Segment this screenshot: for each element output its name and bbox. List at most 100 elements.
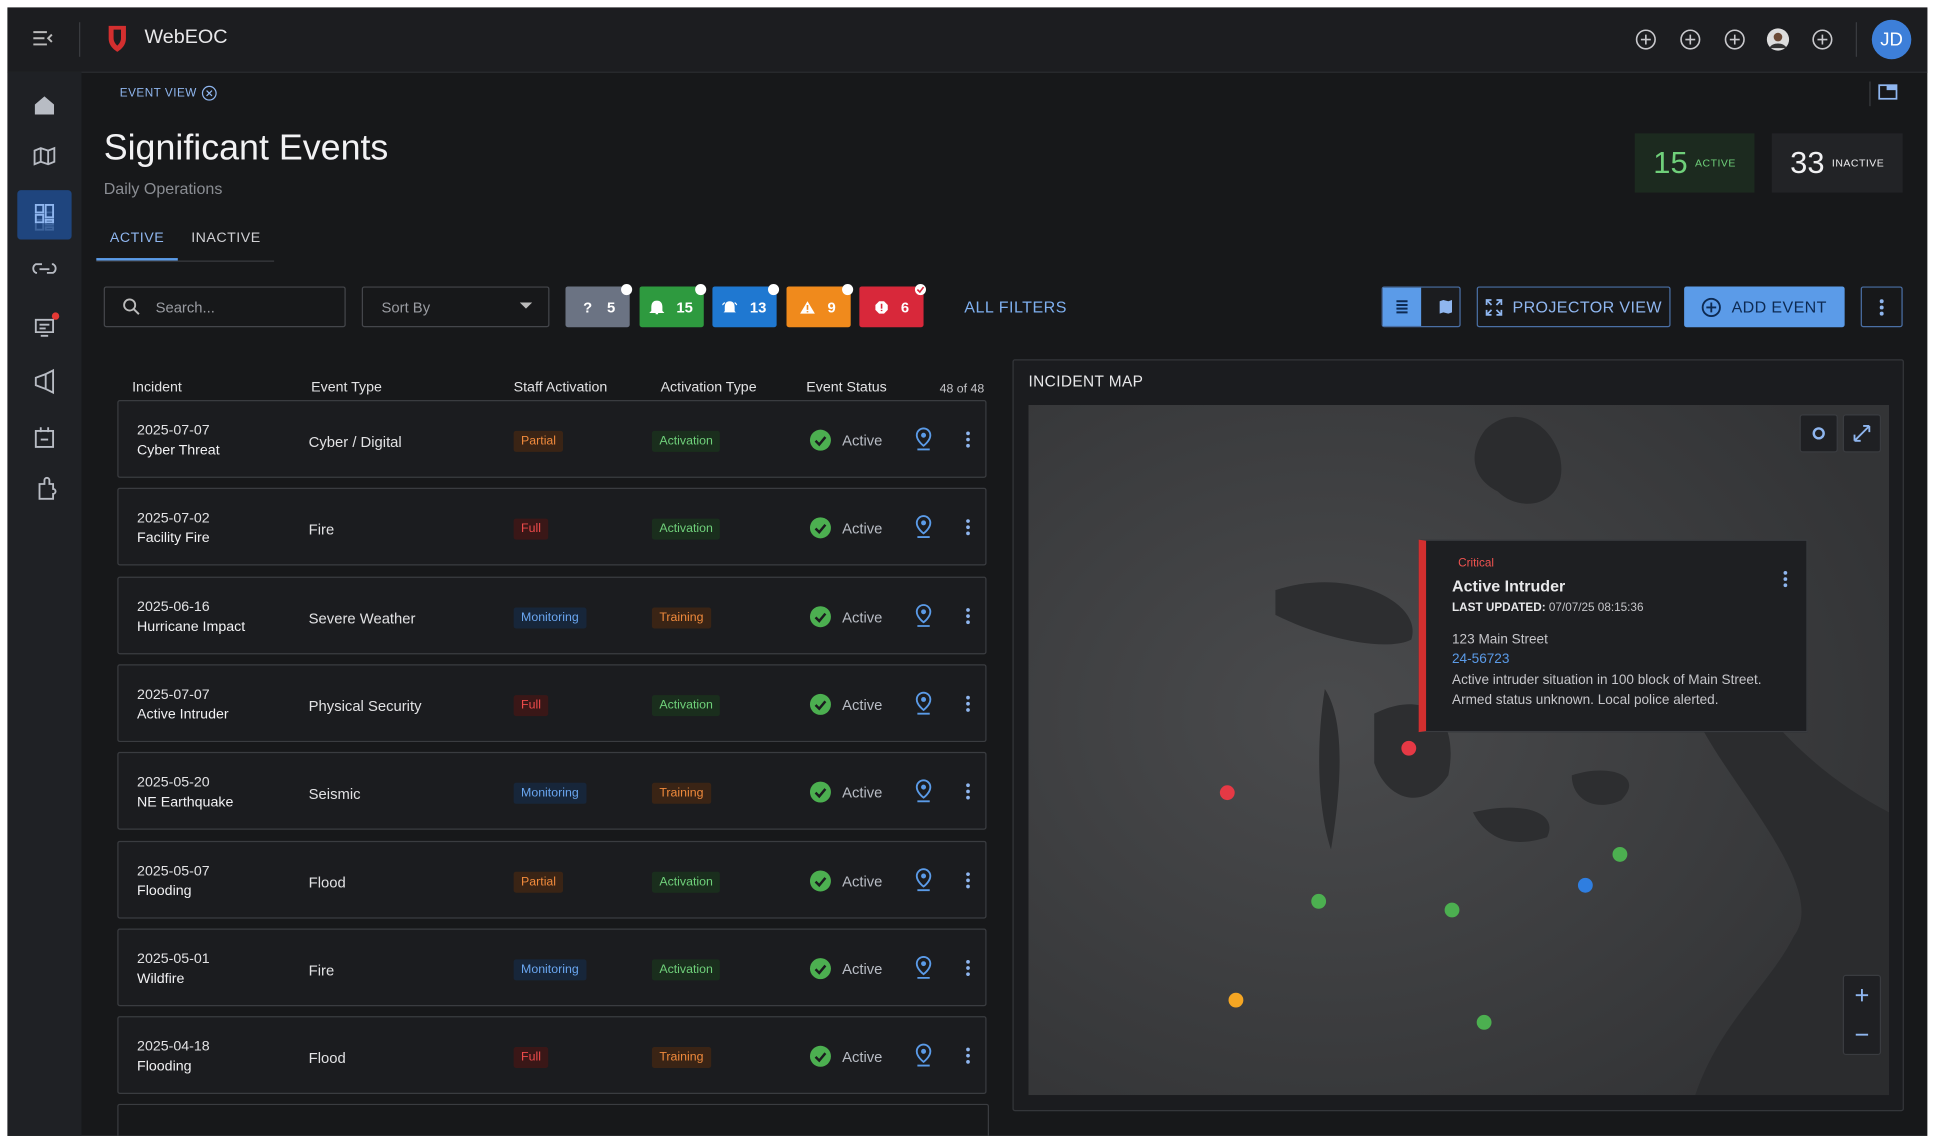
- filter-chip[interactable]: 6: [859, 283, 927, 328]
- event-row[interactable]: 2025-04-18 Flooding Flood Full Training Activ…: [117, 1016, 987, 1095]
- chip-dot: [841, 283, 853, 296]
- event-name: Cyber Threat: [137, 443, 220, 459]
- sidebar: [7, 71, 82, 1136]
- breadcrumb[interactable]: EVENT VIEW: [119, 86, 197, 101]
- row-menu[interactable]: [966, 959, 971, 976]
- event-date: 2025-04-18: [137, 1039, 210, 1055]
- filter-chip[interactable]: ? 5: [565, 283, 633, 328]
- map[interactable]: [1028, 404, 1890, 1096]
- locate-button[interactable]: [915, 1043, 932, 1068]
- row-menu[interactable]: [966, 871, 971, 888]
- tab[interactable]: INACTIVE: [191, 230, 261, 246]
- nav-icons[interactable]: [7, 72, 81, 516]
- popup-address: 123 Main Street: [1452, 632, 1548, 647]
- menu-icon[interactable]: [32, 30, 54, 47]
- event-row[interactable]: 2025-05-07 Flooding Flood Partial Activation…: [117, 840, 987, 918]
- chip-count: 9: [827, 298, 836, 316]
- close-icon[interactable]: [201, 85, 217, 101]
- status-icon: [809, 517, 831, 539]
- search-box[interactable]: [103, 286, 346, 328]
- sort-select[interactable]: [361, 286, 550, 328]
- sort-label: Sort By: [381, 298, 431, 317]
- subtitle: Daily Operations: [103, 179, 223, 198]
- row-menu[interactable]: [966, 431, 971, 448]
- locate-button[interactable]: [915, 779, 932, 804]
- filter-chip[interactable]: 13: [712, 283, 780, 328]
- column-header: Event Type: [311, 380, 382, 396]
- filter-chip[interactable]: 9: [785, 283, 853, 328]
- event-row[interactable]: 2025-05-01 Wildfire Fire Monitoring Activati…: [117, 928, 987, 1007]
- all-filters[interactable]: ALL FILTERS: [964, 297, 1067, 317]
- event-row[interactable]: 2025-05-20 NE Earthquake Seismic Monitoring…: [117, 752, 987, 830]
- event-type: Severe Weather: [308, 609, 416, 627]
- event-type: Cyber / Digital: [308, 433, 402, 451]
- status-icon: [809, 781, 831, 803]
- counter-value: 15: [1653, 145, 1688, 180]
- row-menu[interactable]: [966, 1047, 971, 1064]
- event-type: Seismic: [308, 785, 361, 803]
- locate-button[interactable]: [915, 427, 932, 452]
- row-menu[interactable]: [966, 783, 971, 800]
- list-view[interactable]: [1382, 287, 1422, 326]
- event-status: Active: [842, 1048, 883, 1066]
- app: WebEOC JD: [7, 7, 1928, 1136]
- event-date: 2025-05-01: [137, 951, 210, 967]
- counter-value: 33: [1790, 145, 1825, 180]
- event-row[interactable]: 2025-07-07 Cyber Threat Cyber / Digital Par…: [117, 400, 987, 478]
- chip-icon: [874, 300, 888, 313]
- chip-icon: [722, 300, 738, 312]
- tabs: [96, 217, 275, 262]
- staff-badge: Full: [513, 518, 549, 540]
- top-actions[interactable]: [1632, 27, 1854, 52]
- column-header: Event Status: [806, 380, 887, 396]
- chip-dot: [914, 283, 927, 296]
- more-button[interactable]: [1860, 286, 1903, 328]
- event-date: 2025-07-07: [137, 687, 210, 703]
- filter-chip[interactable]: 15: [638, 283, 706, 328]
- chip-icon: [800, 300, 816, 313]
- event-status: Active: [842, 872, 883, 890]
- locate-button[interactable]: [915, 515, 932, 540]
- chip-dot: [621, 283, 633, 296]
- event-name: Flooding: [137, 1059, 192, 1075]
- status-icon: [809, 605, 831, 627]
- locate-button[interactable]: [915, 955, 932, 980]
- add-event-button[interactable]: ADD EVENT: [1684, 286, 1845, 328]
- popup-title: Active Intruder: [1452, 576, 1566, 596]
- status-icon: [809, 957, 831, 979]
- chip-count: 13: [749, 298, 767, 316]
- activation-badge: Activation: [651, 695, 721, 716]
- projector-button[interactable]: PROJECTOR VIEW: [1476, 286, 1671, 328]
- counter-label: INACTIVE: [1831, 156, 1885, 170]
- locate-button[interactable]: [915, 691, 932, 716]
- avatar[interactable]: JD: [1871, 19, 1912, 60]
- locate-button[interactable]: [915, 603, 932, 628]
- activation-badge: Activation: [651, 959, 721, 981]
- event-row[interactable]: 2025-07-07 Active Intruder Physical Securi…: [117, 664, 987, 742]
- popup-id[interactable]: 24-56723: [1452, 651, 1510, 667]
- staff-badge: Full: [513, 1047, 549, 1069]
- event-date: 2025-07-07: [137, 423, 210, 439]
- title: Significant Events: [103, 128, 389, 168]
- svg-text:?: ?: [583, 300, 592, 314]
- status-icon: [809, 429, 831, 451]
- row-menu[interactable]: [966, 695, 971, 712]
- event-row[interactable]: 2025-07-02 Facility Fire Fire Full Activatio…: [117, 488, 987, 566]
- row-menu[interactable]: [966, 519, 971, 536]
- popup-menu[interactable]: [1783, 570, 1788, 588]
- chip-dot: [694, 283, 706, 296]
- chip-dot: [767, 283, 780, 296]
- row-menu[interactable]: [966, 607, 971, 624]
- popup-description: Active intruder situation in 100 block o…: [1452, 672, 1762, 708]
- tab[interactable]: ACTIVE: [96, 217, 178, 261]
- status-icon: [809, 1045, 831, 1067]
- chip-icon: ?: [583, 300, 592, 314]
- event-status: Active: [842, 696, 883, 714]
- logo: [108, 25, 126, 52]
- window-icon[interactable]: [1878, 83, 1903, 103]
- locate-button[interactable]: [915, 867, 932, 892]
- column-header: Staff Activation: [513, 380, 608, 396]
- event-row[interactable]: 2025-06-16 Hurricane Impact Severe Weather…: [117, 576, 987, 654]
